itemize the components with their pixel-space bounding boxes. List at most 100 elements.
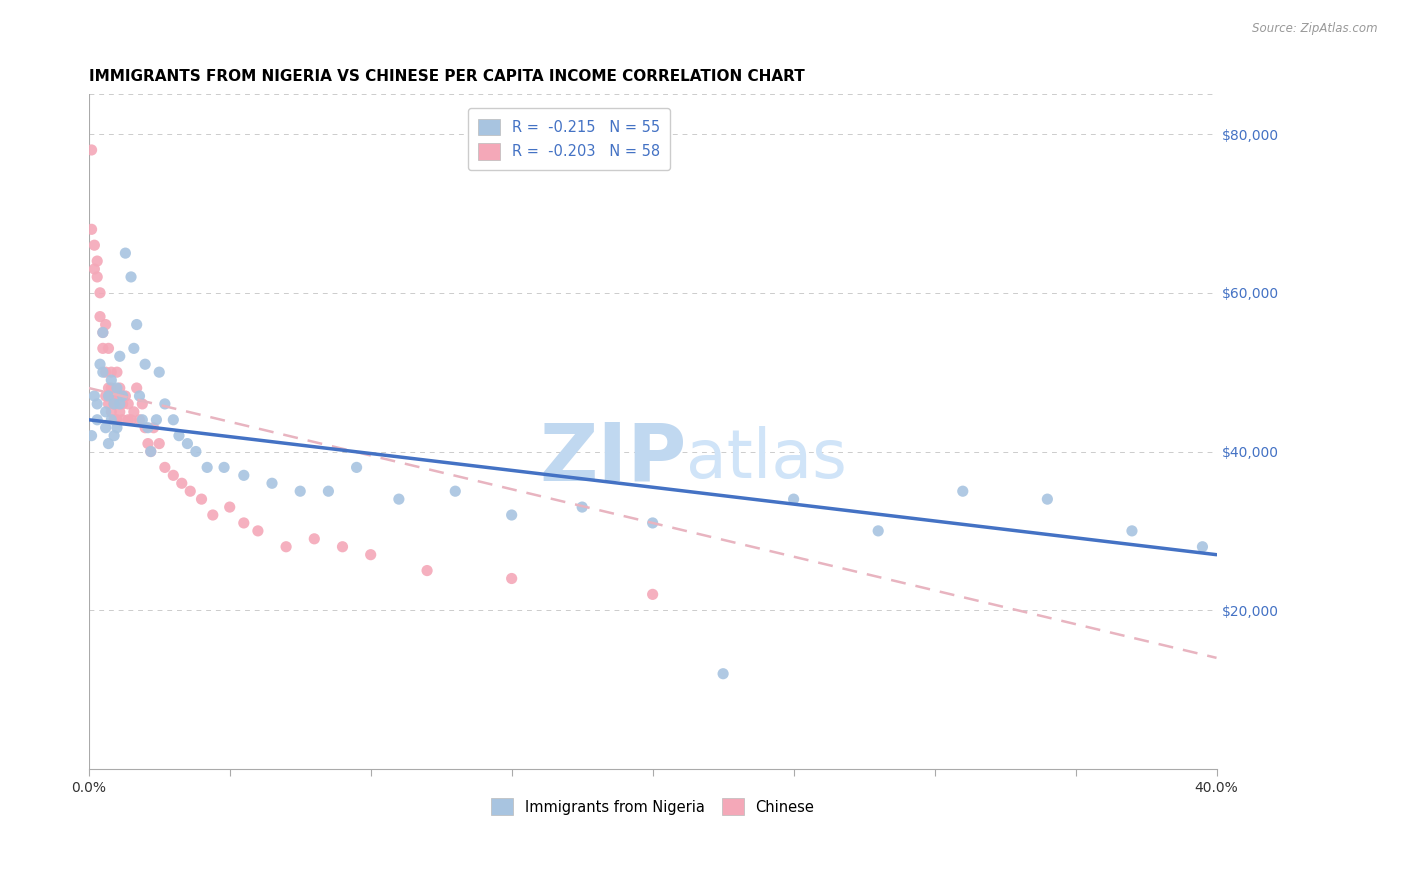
- Point: [100, 413, 122, 427]
- Point: [131, 413, 153, 427]
- Legend: Immigrants from Nigeria, Chinese: Immigrants from Nigeria, Chinese: [484, 791, 821, 822]
- Point: [91, 326, 114, 340]
- Point: [122, 405, 145, 419]
- Point: [94, 365, 117, 379]
- Point: [190, 492, 212, 507]
- Point: [103, 428, 125, 442]
- Point: [91, 365, 114, 379]
- Point: [120, 269, 142, 284]
- Point: [162, 413, 184, 427]
- Point: [232, 516, 254, 530]
- Point: [444, 484, 467, 499]
- Point: [304, 532, 326, 546]
- Point: [134, 421, 156, 435]
- Point: [388, 492, 411, 507]
- Point: [641, 516, 664, 530]
- Point: [105, 365, 128, 379]
- Point: [167, 428, 190, 442]
- Point: [117, 413, 139, 427]
- Point: [571, 500, 593, 514]
- Point: [332, 540, 354, 554]
- Point: [105, 421, 128, 435]
- Point: [148, 436, 170, 450]
- Point: [97, 342, 120, 356]
- Point: [86, 413, 108, 427]
- Point: [100, 365, 122, 379]
- Point: [86, 397, 108, 411]
- Point: [501, 572, 523, 586]
- Point: [139, 444, 162, 458]
- Point: [179, 484, 201, 499]
- Point: [246, 524, 269, 538]
- Point: [501, 508, 523, 522]
- Point: [128, 413, 150, 427]
- Point: [103, 397, 125, 411]
- Point: [195, 460, 218, 475]
- Point: [148, 365, 170, 379]
- Point: [218, 500, 240, 514]
- Point: [86, 254, 108, 268]
- Point: [83, 238, 105, 252]
- Point: [184, 444, 207, 458]
- Point: [125, 381, 148, 395]
- Point: [94, 389, 117, 403]
- Point: [170, 476, 193, 491]
- Point: [108, 349, 131, 363]
- Point: [100, 405, 122, 419]
- Point: [346, 460, 368, 475]
- Point: [89, 357, 111, 371]
- Point: [80, 428, 103, 442]
- Point: [120, 413, 142, 427]
- Point: [100, 381, 122, 395]
- Point: [201, 508, 224, 522]
- Point: [134, 357, 156, 371]
- Point: [111, 413, 134, 427]
- Point: [260, 476, 283, 491]
- Point: [97, 436, 120, 450]
- Point: [128, 389, 150, 403]
- Point: [360, 548, 382, 562]
- Point: [111, 397, 134, 411]
- Point: [641, 587, 664, 601]
- Point: [97, 389, 120, 403]
- Point: [162, 468, 184, 483]
- Point: [1191, 540, 1213, 554]
- Point: [153, 460, 176, 475]
- Point: [94, 421, 117, 435]
- Point: [131, 397, 153, 411]
- Point: [100, 373, 122, 387]
- Point: [232, 468, 254, 483]
- Point: [212, 460, 235, 475]
- Point: [782, 492, 804, 507]
- Point: [122, 342, 145, 356]
- Point: [83, 262, 105, 277]
- Text: Source: ZipAtlas.com: Source: ZipAtlas.com: [1253, 22, 1378, 36]
- Point: [80, 143, 103, 157]
- Point: [868, 524, 890, 538]
- Point: [91, 326, 114, 340]
- Point: [94, 405, 117, 419]
- Point: [97, 397, 120, 411]
- Point: [711, 666, 734, 681]
- Text: ZIP: ZIP: [540, 419, 686, 498]
- Point: [83, 389, 105, 403]
- Text: IMMIGRANTS FROM NIGERIA VS CHINESE PER CAPITA INCOME CORRELATION CHART: IMMIGRANTS FROM NIGERIA VS CHINESE PER C…: [89, 69, 804, 84]
- Point: [274, 540, 297, 554]
- Point: [105, 389, 128, 403]
- Point: [290, 484, 312, 499]
- Point: [1036, 492, 1059, 507]
- Point: [108, 405, 131, 419]
- Point: [105, 381, 128, 395]
- Point: [318, 484, 340, 499]
- Point: [136, 436, 159, 450]
- Point: [94, 318, 117, 332]
- Point: [105, 413, 128, 427]
- Point: [114, 389, 136, 403]
- Point: [103, 397, 125, 411]
- Point: [89, 285, 111, 300]
- Point: [108, 381, 131, 395]
- Point: [142, 421, 165, 435]
- Point: [91, 342, 114, 356]
- Point: [97, 381, 120, 395]
- Point: [125, 318, 148, 332]
